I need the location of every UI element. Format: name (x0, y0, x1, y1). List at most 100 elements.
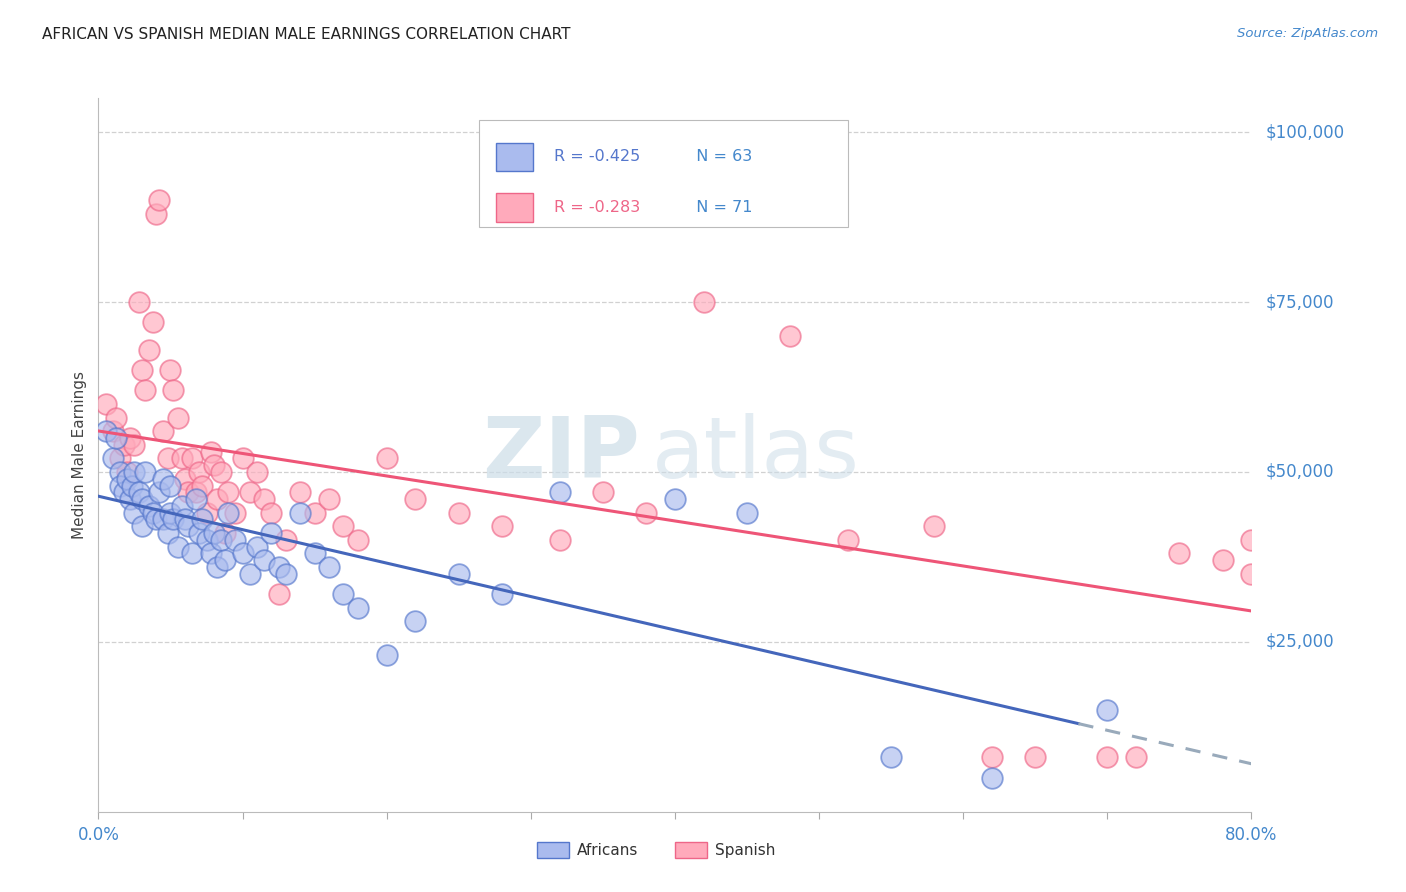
Point (217, 506, 239, 520)
Point (108, 451, 131, 466)
Point (128, 295, 150, 310)
Text: $75,000: $75,000 (1265, 293, 1334, 311)
Point (239, 485, 262, 500)
Point (217, 485, 239, 500)
Point (1384, 587, 1406, 601)
Point (134, 465, 156, 479)
Point (188, 465, 211, 479)
Point (124, 438, 146, 452)
Y-axis label: Median Male Earnings: Median Male Earnings (72, 371, 87, 539)
Text: atlas: atlas (652, 413, 860, 497)
Bar (537, 842, 569, 858)
Point (1240, 566, 1263, 581)
Point (592, 485, 614, 500)
Point (177, 519, 200, 533)
Point (224, 506, 246, 520)
Point (491, 587, 513, 601)
Point (491, 519, 513, 533)
Point (188, 526, 211, 541)
Point (253, 553, 276, 567)
Point (162, 384, 184, 398)
Text: ZIP: ZIP (482, 413, 640, 497)
Point (152, 512, 174, 526)
Point (104, 410, 127, 425)
Text: $50,000: $50,000 (1265, 463, 1334, 481)
Point (246, 465, 269, 479)
Point (1240, 533, 1263, 547)
Point (209, 465, 232, 479)
Point (981, 771, 1004, 785)
Point (1097, 750, 1119, 764)
Point (138, 343, 160, 357)
Point (166, 540, 188, 554)
Point (104, 431, 127, 445)
Point (779, 329, 801, 343)
Point (108, 465, 131, 479)
Point (239, 566, 262, 581)
Text: $100,000: $100,000 (1265, 123, 1344, 141)
Point (134, 384, 156, 398)
Point (548, 533, 571, 547)
Point (1212, 553, 1234, 567)
Point (177, 485, 200, 500)
Text: R = -0.283: R = -0.283 (554, 200, 640, 215)
Point (152, 424, 174, 438)
Point (880, 750, 903, 764)
Point (156, 451, 179, 466)
Point (1312, 560, 1334, 574)
Point (318, 560, 340, 574)
Point (181, 451, 204, 466)
Point (735, 506, 758, 520)
Point (202, 458, 225, 472)
Point (120, 431, 142, 445)
Point (231, 451, 254, 466)
Point (191, 512, 214, 526)
Point (170, 451, 193, 466)
Point (186, 485, 208, 500)
Point (138, 499, 160, 513)
Point (224, 533, 246, 547)
Point (195, 533, 218, 547)
Point (246, 540, 269, 554)
Point (375, 648, 398, 663)
Point (108, 478, 131, 492)
Point (205, 560, 228, 574)
Point (186, 492, 208, 507)
Point (156, 526, 179, 541)
Point (1125, 750, 1147, 764)
Point (124, 506, 146, 520)
Bar (496, 193, 533, 221)
Point (142, 315, 165, 329)
Point (304, 546, 326, 560)
Point (1355, 574, 1378, 588)
Point (636, 506, 658, 520)
Point (290, 506, 312, 520)
Point (1097, 703, 1119, 717)
Point (131, 519, 153, 533)
Point (166, 410, 188, 425)
Point (205, 492, 228, 507)
Text: Source: ZipAtlas.com: Source: ZipAtlas.com (1237, 27, 1378, 40)
Point (304, 506, 326, 520)
Point (159, 506, 181, 520)
Point (124, 465, 146, 479)
Point (253, 492, 276, 507)
Point (447, 506, 470, 520)
Point (260, 506, 283, 520)
Text: R = -0.425: R = -0.425 (554, 150, 640, 164)
Text: N = 71: N = 71 (686, 200, 752, 215)
Point (200, 444, 222, 458)
Point (148, 485, 170, 500)
Point (94, 424, 117, 438)
Point (170, 499, 193, 513)
Text: $25,000: $25,000 (1265, 632, 1334, 651)
Point (159, 363, 181, 377)
Point (214, 526, 236, 541)
FancyBboxPatch shape (479, 120, 848, 227)
Point (159, 478, 181, 492)
Point (181, 546, 204, 560)
Point (267, 560, 290, 574)
Point (120, 492, 142, 507)
Text: AFRICAN VS SPANISH MEDIAN MALE EARNINGS CORRELATION CHART: AFRICAN VS SPANISH MEDIAN MALE EARNINGS … (42, 27, 571, 42)
Point (1168, 546, 1191, 560)
